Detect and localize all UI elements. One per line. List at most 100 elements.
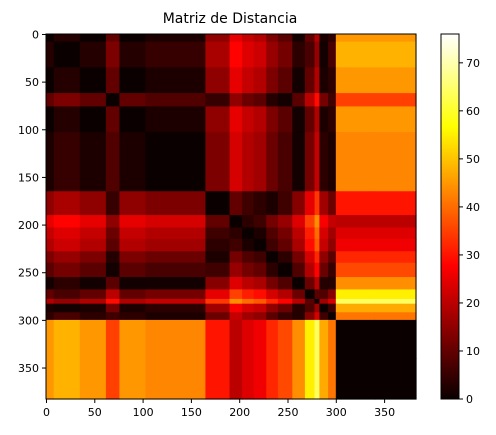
- heatmap-cell: [328, 227, 337, 240]
- heatmap-cell: [53, 251, 81, 264]
- heatmap-cell: [266, 312, 279, 321]
- heatmap-cell: [374, 106, 417, 133]
- heatmap-cell: [53, 191, 81, 216]
- heatmap-cell: [53, 303, 81, 313]
- heatmap-cell: [277, 312, 293, 321]
- heatmap-cell: [119, 277, 147, 291]
- heatmap-cell: [304, 319, 316, 359]
- heatmap-cell: [119, 67, 147, 94]
- heatmap-cell: [328, 277, 337, 291]
- x-tick-label: 350: [374, 406, 395, 419]
- heatmap-cell: [105, 191, 121, 216]
- heatmap-cell: [46, 289, 55, 300]
- heatmap-cell: [335, 34, 376, 43]
- heatmap-cell: [304, 312, 316, 321]
- x-tick-label: 0: [43, 406, 50, 419]
- heatmap-cell: [242, 67, 255, 94]
- heatmap-cell: [335, 41, 376, 68]
- heatmap-cell: [374, 215, 417, 229]
- heatmap-cell: [229, 298, 243, 305]
- heatmap-cell: [46, 312, 55, 321]
- heatmap-cell: [53, 298, 81, 305]
- y-tick-label: 100: [18, 124, 39, 137]
- heatmap-cell: [79, 262, 107, 278]
- heatmap-cell: [374, 251, 417, 264]
- colorbar-ticks: 0 10 20 30 40 50 60 70: [459, 57, 480, 406]
- heatmap-cell: [205, 215, 231, 229]
- heatmap-cell: [335, 227, 376, 240]
- heatmap-cell: [46, 41, 55, 68]
- heatmap-cell: [46, 277, 55, 291]
- heatmap-cell: [105, 289, 121, 300]
- heatmap-cell: [105, 358, 121, 400]
- heatmap-cell: [145, 93, 206, 108]
- heatmap-cell: [335, 238, 376, 252]
- heatmap-cell: [374, 277, 417, 291]
- heatmap-cell: [374, 289, 417, 300]
- heatmap-cell: [145, 303, 206, 313]
- heatmap-cell: [145, 319, 206, 359]
- heatmap-cell: [229, 289, 243, 300]
- x-axis: 0 50 100 150 200 250 300 350: [43, 399, 395, 419]
- y-tick-label: 300: [18, 314, 39, 327]
- colorbar-tick-label: 50: [466, 153, 480, 166]
- heatmap-cell: [335, 262, 376, 278]
- heatmap-cell: [119, 262, 147, 278]
- x-tick-label: 50: [88, 406, 102, 419]
- heatmap-cell: [229, 34, 243, 43]
- x-tick-label: 300: [326, 406, 347, 419]
- heatmap-cell: [328, 262, 337, 278]
- heatmap-cell: [292, 251, 306, 264]
- heatmap-cell: [266, 67, 279, 94]
- heatmap-cell: [46, 215, 55, 229]
- heatmap-cell: [319, 34, 329, 43]
- heatmap-cell: [266, 227, 279, 240]
- heatmap-cell: [374, 303, 417, 313]
- heatmap-cell: [253, 277, 267, 291]
- heatmap-cell: [205, 303, 231, 313]
- heatmap-cell: [319, 238, 329, 252]
- heatmap-cell: [292, 215, 306, 229]
- heatmap-cell: [314, 106, 320, 133]
- heatmap-cell: [105, 67, 121, 94]
- heatmap-cell: [328, 251, 337, 264]
- heatmap-cell: [277, 67, 293, 94]
- heatmap-cell: [53, 227, 81, 240]
- heatmap-cell: [304, 298, 316, 305]
- heatmap-cell: [253, 93, 267, 108]
- heatmap-cell: [105, 312, 121, 321]
- heatmap-cell: [304, 227, 316, 240]
- heatmap-cell: [242, 303, 255, 313]
- heatmap-cell: [292, 319, 306, 359]
- heatmap-cell: [292, 358, 306, 400]
- heatmap-cell: [105, 238, 121, 252]
- heatmap-cell: [205, 319, 231, 359]
- heatmap-cell: [253, 238, 267, 252]
- heatmap-cell: [314, 319, 320, 359]
- colorbar-tick-label: 20: [466, 297, 480, 310]
- heatmap-cell: [277, 277, 293, 291]
- heatmap-cell: [205, 358, 231, 400]
- heatmap-cell: [105, 298, 121, 305]
- heatmap-cell: [277, 262, 293, 278]
- heatmap-cell: [277, 41, 293, 68]
- heatmap-cell: [277, 34, 293, 43]
- heatmap-cell: [335, 277, 376, 291]
- heatmap-cell: [328, 289, 337, 300]
- heatmap-cell: [242, 298, 255, 305]
- heatmap-cell: [79, 312, 107, 321]
- heatmap-cell: [292, 41, 306, 68]
- heatmap-cell: [46, 93, 55, 108]
- plot-frame: [45, 33, 417, 400]
- heatmap-cell: [53, 277, 81, 291]
- heatmap-cell: [304, 67, 316, 94]
- heatmap-cell: [374, 34, 417, 43]
- heatmap-cell: [304, 238, 316, 252]
- heatmap-cell: [292, 191, 306, 216]
- heatmap-cell: [319, 93, 329, 108]
- heatmap-cell: [53, 34, 81, 43]
- heatmap-cell: [205, 277, 231, 291]
- colorbar-tick-label: 30: [466, 249, 480, 262]
- heatmap-cell: [304, 34, 316, 43]
- heatmap-cell: [319, 191, 329, 216]
